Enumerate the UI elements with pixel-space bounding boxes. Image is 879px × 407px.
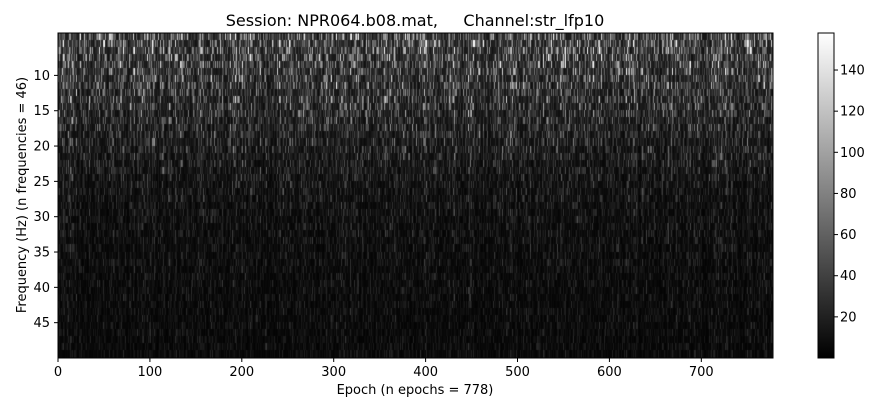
colorbar-axis: 20 40 60 80 100 120 140: [834, 64, 865, 325]
x-tick-label: 0: [54, 365, 62, 380]
plot-frame: [57, 32, 774, 359]
colorbar-tick-label: 80: [840, 187, 857, 202]
y-tick-label: 30: [33, 210, 50, 225]
y-tick-label: 15: [33, 104, 50, 119]
y-axis-label: Frequency (Hz) (n frequencies = 46): [15, 77, 30, 313]
colorbar-tick-label: 140: [840, 64, 865, 79]
x-tick-label: 200: [229, 365, 254, 380]
x-tick-label: 100: [137, 365, 162, 380]
colorbar-tick-label: 100: [840, 146, 865, 161]
heatmap-raster: [58, 33, 773, 358]
colorbar-tick-label: 20: [840, 310, 857, 325]
x-tick-label: 400: [413, 365, 438, 380]
x-tick-label: 600: [597, 365, 622, 380]
x-axis-label: Epoch (n epochs = 778): [337, 383, 494, 398]
y-tick-label: 25: [33, 175, 50, 190]
y-tick-label: 20: [33, 140, 50, 155]
colorbar-tick-label: 120: [840, 105, 865, 120]
colorbar-tick-label: 40: [840, 269, 857, 284]
x-axis: 0 100 200 300 400 500 600 700: [54, 358, 714, 380]
colorbar-tick-label: 60: [840, 228, 857, 243]
x-tick-label: 500: [505, 365, 530, 380]
y-tick-label: 10: [33, 69, 50, 84]
y-tick-label: 40: [33, 281, 50, 296]
y-tick-label: 35: [33, 246, 50, 261]
chart-title: Session: NPR064.b08.mat, Channel:str_lfp…: [226, 11, 605, 31]
x-tick-label: 700: [689, 365, 714, 380]
heatmap-image: [58, 33, 773, 358]
y-tick-label: 45: [33, 316, 50, 331]
x-tick-label: 300: [321, 365, 346, 380]
y-axis: 10 15 20 25 30 35 40 45: [33, 69, 58, 331]
colorbar: [817, 32, 835, 359]
